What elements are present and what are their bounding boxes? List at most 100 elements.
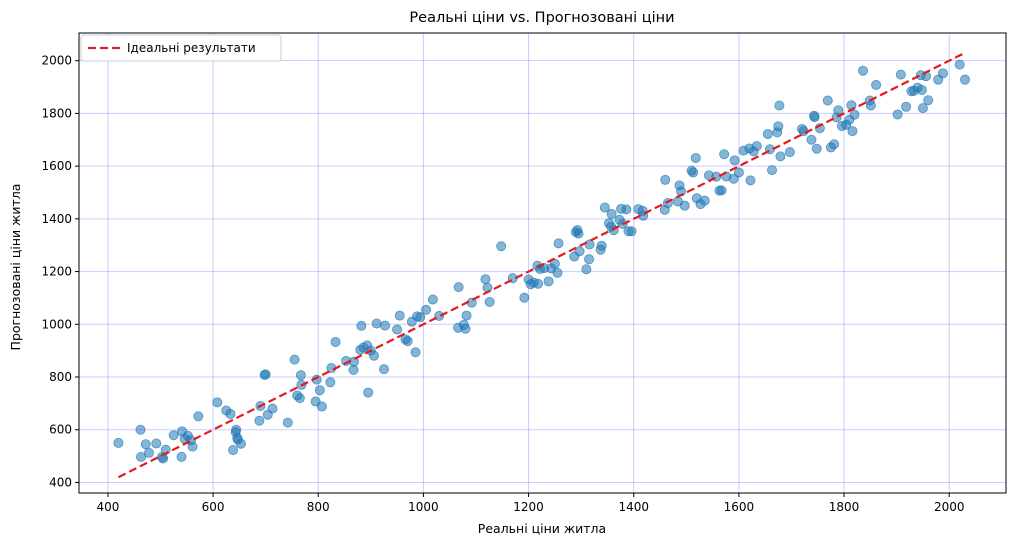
data-point bbox=[954, 59, 965, 70]
y-tick-label: 1400 bbox=[41, 212, 72, 226]
data-point bbox=[316, 401, 327, 412]
data-point bbox=[484, 296, 495, 307]
data-point bbox=[176, 451, 187, 462]
data-point bbox=[325, 377, 336, 388]
legend: Ідеальні результати bbox=[80, 34, 282, 62]
data-point bbox=[679, 200, 690, 211]
x-tick-label: 400 bbox=[96, 500, 119, 514]
data-point bbox=[193, 411, 204, 422]
data-point bbox=[871, 79, 882, 90]
data-point bbox=[660, 174, 671, 185]
y-tick-label: 1600 bbox=[41, 159, 72, 173]
data-point bbox=[719, 149, 730, 160]
data-point bbox=[806, 134, 817, 145]
x-axis-label: Реальні ціни житла bbox=[478, 521, 606, 536]
data-point bbox=[809, 112, 820, 123]
data-point bbox=[519, 292, 530, 303]
x-tick-label: 600 bbox=[202, 500, 225, 514]
data-point bbox=[267, 403, 278, 414]
x-tick-label: 800 bbox=[307, 500, 330, 514]
data-point bbox=[599, 202, 610, 213]
data-point bbox=[378, 364, 389, 375]
x-tick-label: 2000 bbox=[934, 500, 965, 514]
data-point bbox=[745, 175, 756, 186]
y-tick-label: 1800 bbox=[41, 106, 72, 120]
data-point bbox=[584, 254, 595, 265]
x-tick-label: 1600 bbox=[724, 500, 755, 514]
data-point bbox=[314, 385, 325, 396]
axis-ticks: 400 600 800 1000 1200 1400 1600 1800 2000 400 600 8… bbox=[41, 54, 964, 514]
data-point bbox=[260, 369, 271, 380]
data-point bbox=[822, 95, 833, 106]
ideal-line bbox=[117, 51, 966, 479]
data-point bbox=[427, 294, 438, 305]
data-point bbox=[626, 226, 637, 237]
data-point bbox=[762, 128, 773, 139]
data-point bbox=[113, 437, 124, 448]
data-point bbox=[733, 167, 744, 178]
data-point bbox=[751, 141, 762, 152]
data-point bbox=[225, 408, 236, 419]
data-point bbox=[784, 147, 795, 158]
data-point bbox=[833, 105, 844, 116]
data-point bbox=[916, 84, 927, 95]
data-point bbox=[729, 155, 740, 166]
data-point bbox=[895, 69, 906, 80]
y-axis-label: Прогнозовані ціни житла bbox=[8, 184, 23, 351]
data-point bbox=[829, 139, 840, 150]
y-tick-label: 1200 bbox=[41, 265, 72, 279]
data-point bbox=[917, 103, 928, 114]
data-point bbox=[135, 424, 146, 435]
data-point bbox=[923, 95, 934, 106]
data-point bbox=[168, 430, 179, 441]
data-point bbox=[690, 152, 701, 163]
data-point bbox=[543, 276, 554, 287]
data-point bbox=[415, 312, 426, 323]
y-tick-label: 1000 bbox=[41, 317, 72, 331]
data-point bbox=[584, 239, 595, 250]
data-point bbox=[421, 304, 432, 315]
legend-box bbox=[80, 34, 282, 62]
data-point bbox=[212, 397, 223, 408]
data-point bbox=[392, 324, 403, 335]
data-point bbox=[533, 278, 544, 289]
data-point bbox=[151, 438, 162, 449]
y-tick-label: 600 bbox=[49, 423, 72, 437]
data-point bbox=[596, 240, 607, 251]
data-point bbox=[767, 165, 778, 176]
data-point bbox=[892, 109, 903, 120]
data-point bbox=[857, 65, 868, 76]
data-point bbox=[380, 320, 391, 331]
data-point bbox=[460, 323, 471, 334]
data-point bbox=[228, 445, 239, 456]
x-tick-label: 1400 bbox=[618, 500, 649, 514]
y-tick-label: 400 bbox=[49, 475, 72, 489]
data-point bbox=[143, 447, 154, 458]
data-point bbox=[187, 441, 198, 452]
data-point bbox=[394, 310, 405, 321]
data-point bbox=[901, 101, 912, 112]
data-point bbox=[453, 282, 464, 293]
data-point bbox=[235, 438, 246, 449]
data-point bbox=[849, 109, 860, 120]
data-point bbox=[330, 336, 341, 347]
data-point bbox=[581, 264, 592, 275]
data-point bbox=[480, 274, 491, 285]
data-point bbox=[621, 204, 632, 215]
ideal-line-layer bbox=[117, 51, 966, 479]
data-point bbox=[716, 185, 727, 196]
data-point bbox=[937, 68, 948, 79]
data-point bbox=[294, 393, 305, 404]
data-point bbox=[773, 121, 784, 132]
data-point bbox=[573, 228, 584, 239]
data-point bbox=[136, 451, 147, 462]
data-points bbox=[113, 59, 970, 464]
plot-frame bbox=[78, 32, 1007, 494]
data-point bbox=[774, 100, 785, 111]
data-point bbox=[402, 336, 413, 347]
x-tick-label: 1800 bbox=[829, 500, 860, 514]
data-point bbox=[356, 320, 367, 331]
chart-title: Реальні ціни vs. Прогнозовані ціни bbox=[409, 10, 674, 26]
data-point bbox=[496, 241, 507, 252]
